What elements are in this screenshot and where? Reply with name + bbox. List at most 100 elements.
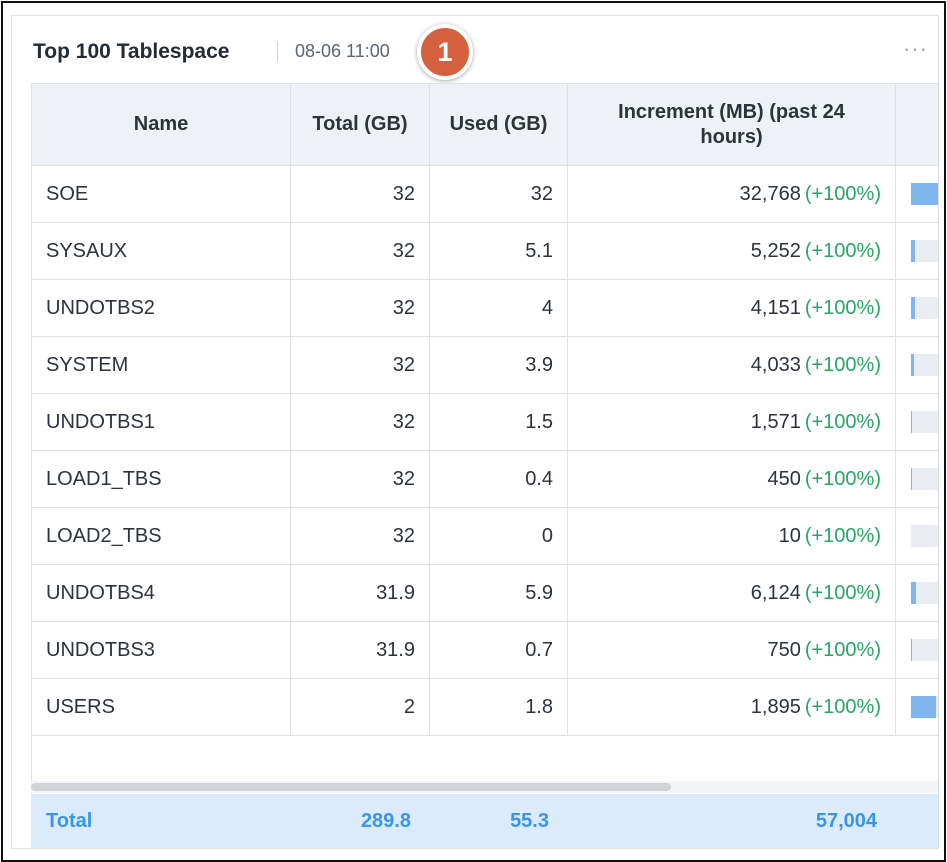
cell-usage-bar [896,166,938,223]
cell-used-gb: 0 [430,508,568,565]
panel-title: Top 100 Tablespace [33,40,230,63]
cell-increment-mb: 1,895 (+100%) [568,679,896,736]
usage-bar-fill [911,582,917,604]
footer-increment-mb: 57,004 [815,809,877,832]
cell-usage-bar [896,622,938,679]
usage-bar-track [911,411,938,433]
footer-label: Total [46,809,93,832]
cell-increment-mb: 5,252 (+100%) [568,223,896,280]
increment-percent: (+100%) [804,182,881,205]
footer-total-gb: 289.8 [360,809,411,832]
tablespace-table: Name Total (GB) Used (GB) Increment (MB)… [31,83,938,796]
table-row[interactable]: UNDOTBS1 32 1.5 1,571 (+100%) [32,394,938,451]
table-row[interactable]: SYSAUX 32 5.1 5,252 (+100%) [32,223,938,280]
cell-total-gb: 32 [291,451,430,508]
cell-total-gb: 2 [291,679,430,736]
usage-bar-track [911,525,938,547]
cell-usage-bar [896,679,938,736]
cell-name: UNDOTBS4 [32,565,291,622]
usage-bar-fill [911,411,913,433]
cell-total-gb: 32 [291,166,430,223]
cell-used-gb: 4 [430,280,568,337]
cell-used-gb: 5.1 [430,223,568,280]
increment-percent: (+100%) [804,467,881,490]
usage-bar-fill [911,639,912,661]
cell-used-gb: 0.4 [430,451,568,508]
increment-value: 5,252 [750,239,801,262]
table-row[interactable]: SYSTEM 32 3.9 4,033 (+100%) [32,337,938,394]
cell-increment-mb: 450 (+100%) [568,451,896,508]
column-header-total[interactable]: Total (GB) [291,84,430,166]
horizontal-scrollbar[interactable] [31,781,938,793]
cell-used-gb: 3.9 [430,337,568,394]
cell-name: SYSTEM [32,337,291,394]
increment-percent: (+100%) [804,695,881,718]
cell-increment-mb: 750 (+100%) [568,622,896,679]
tablespace-panel: Top 100 Tablespace 08-06 11:00 1 ··· Nam… [11,15,939,849]
cell-total-gb: 31.9 [291,565,430,622]
table-row[interactable]: LOAD2_TBS 32 0 10 (+100%) [32,508,938,565]
cell-name: UNDOTBS2 [32,280,291,337]
more-horizontal-icon[interactable]: ··· [903,36,928,61]
usage-bar-fill [911,468,912,490]
column-header-usage [896,84,938,166]
cell-total-gb: 32 [291,394,430,451]
usage-bar-fill [911,696,937,718]
cell-increment-mb: 4,151 (+100%) [568,280,896,337]
table-row[interactable]: USERS 2 1.8 1,895 (+100%) [32,679,938,736]
table-footer-total: Total 289.8 55.3 57,004 [31,794,938,848]
increment-value: 4,033 [750,353,801,376]
usage-bar-fill [911,297,915,319]
increment-value: 10 [778,524,801,547]
increment-value: 1,895 [750,695,801,718]
column-header-name[interactable]: Name [32,84,291,166]
scrollbar-thumb[interactable] [31,783,671,791]
usage-bar-fill [911,183,938,205]
header-divider [277,41,278,62]
cell-name: UNDOTBS1 [32,394,291,451]
cell-name: LOAD2_TBS [32,508,291,565]
cell-name: USERS [32,679,291,736]
increment-percent: (+100%) [804,581,881,604]
increment-value: 450 [767,467,801,490]
usage-bar-track [911,354,938,376]
cell-name: UNDOTBS3 [32,622,291,679]
table-row[interactable]: UNDOTBS3 31.9 0.7 750 (+100%) [32,622,938,679]
cell-usage-bar [896,565,938,622]
cell-name: LOAD1_TBS [32,451,291,508]
increment-value: 4,151 [750,296,801,319]
increment-percent: (+100%) [804,410,881,433]
cell-usage-bar [896,451,938,508]
cell-increment-mb: 4,033 (+100%) [568,337,896,394]
table-row[interactable]: SOE 32 32 32,768 (+100%) [32,166,938,223]
cell-total-gb: 32 [291,508,430,565]
table-row[interactable]: LOAD1_TBS 32 0.4 450 (+100%) [32,451,938,508]
increment-percent: (+100%) [804,239,881,262]
cell-increment-mb: 32,768 (+100%) [568,166,896,223]
usage-bar-fill [911,354,915,376]
table-header-row: Name Total (GB) Used (GB) Increment (MB)… [32,84,938,166]
cell-increment-mb: 6,124 (+100%) [568,565,896,622]
cell-increment-mb: 1,571 (+100%) [568,394,896,451]
cell-usage-bar [896,508,938,565]
usage-bar-track [911,297,938,319]
table-row[interactable]: UNDOTBS4 31.9 5.9 6,124 (+100%) [32,565,938,622]
usage-bar-track [911,639,938,661]
cell-usage-bar [896,223,938,280]
column-header-increment[interactable]: Increment (MB) (past 24 hours) [568,84,896,166]
column-header-used[interactable]: Used (GB) [430,84,568,166]
increment-value: 750 [767,638,801,661]
callout-badge: 1 [417,24,473,80]
table-row[interactable]: UNDOTBS2 32 4 4,151 (+100%) [32,280,938,337]
cell-used-gb: 1.8 [430,679,568,736]
panel-header: Top 100 Tablespace 08-06 11:00 1 ··· [12,16,938,80]
usage-bar-track [911,240,938,262]
increment-percent: (+100%) [804,353,881,376]
increment-value: 1,571 [750,410,801,433]
footer-used-gb: 55.3 [510,809,549,832]
cell-used-gb: 5.9 [430,565,568,622]
cell-total-gb: 32 [291,280,430,337]
increment-percent: (+100%) [804,296,881,319]
cell-name: SYSAUX [32,223,291,280]
